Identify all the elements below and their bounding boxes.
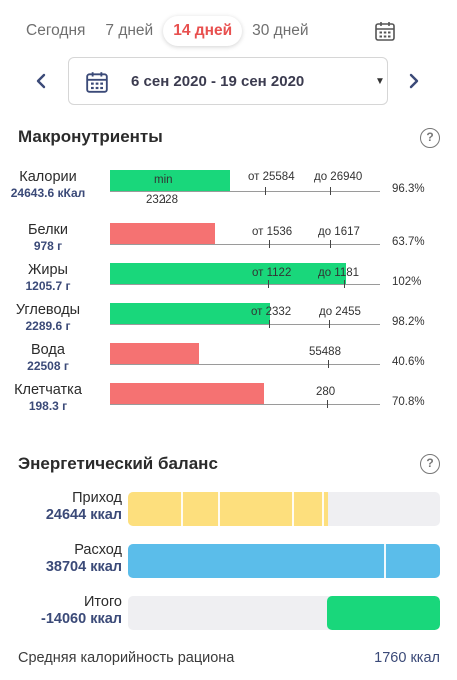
macro-percent: 40.6%: [392, 356, 425, 368]
range-max-tick: [330, 240, 331, 248]
date-range-select[interactable]: 6 сен 2020 - 19 сен 2020 ▼: [68, 57, 388, 105]
energy-segment-divider: [384, 544, 386, 578]
average-label: Средняя калорийность рациона: [18, 650, 235, 666]
macro-value: 2289.6 г: [25, 319, 71, 333]
macro-bar-label: min: [154, 174, 173, 186]
energy-value: 38704 ккал: [45, 559, 122, 575]
range-min-label: от 1536: [252, 226, 293, 238]
period-tabs: Сегодня 7 дней 14 дней 30 дней: [16, 15, 441, 47]
macro-percent: 63.7%: [392, 236, 425, 248]
chevron-left-icon[interactable]: [29, 69, 53, 93]
macro-row-calories: Калории 24643.6 кКал min от 25584 до 269…: [0, 168, 457, 208]
tab-today[interactable]: Сегодня: [26, 22, 86, 39]
energy-track: [128, 544, 440, 578]
energy-bar: [327, 596, 440, 630]
macro-track: [110, 284, 380, 285]
help-icon[interactable]: ?: [420, 454, 440, 474]
macro-percent: 102%: [392, 276, 422, 288]
macro-value: 198.3 г: [28, 399, 68, 413]
range-min-label: от 25584: [248, 171, 295, 183]
macro-name: Белки: [27, 222, 68, 238]
energy-segment-divider: [181, 492, 183, 526]
tab-30-days[interactable]: 30 дней: [252, 22, 309, 39]
energy-label: Итого: [84, 594, 122, 610]
macro-track: [110, 404, 380, 405]
macro-track: [110, 191, 380, 192]
energy-row-income: Приход 24644 ккал: [0, 490, 457, 530]
range-max-tick: [330, 187, 331, 195]
macro-name: Жиры: [28, 262, 68, 278]
macro-value: 22508 г: [27, 359, 69, 373]
macro-name: Углеводы: [15, 302, 81, 318]
norm-tick: [327, 400, 328, 408]
macro-value: 1205.7 г: [25, 279, 71, 293]
range-min-tick: [269, 320, 270, 328]
energy-segment-divider: [322, 492, 324, 526]
macro-bar: [110, 343, 199, 364]
macros-title: Макронутриенты: [18, 127, 163, 146]
range-max-label: до 1617: [318, 226, 360, 238]
tab-7-days[interactable]: 7 дней: [105, 22, 154, 39]
macro-row-carbs: Углеводы 2289.6 г от 2332 до 2455 98.2%: [0, 301, 457, 341]
macro-bar: [110, 223, 215, 244]
range-min-label: от 1122: [252, 267, 292, 279]
range-max-tick: [329, 320, 330, 328]
macro-name: Клетчатка: [14, 382, 82, 398]
actual-value-label: 23228: [146, 194, 178, 206]
macro-value: 24643.6 кКал: [10, 186, 86, 200]
energy-track: [128, 596, 440, 630]
calendar-icon: [85, 70, 109, 99]
range-max-label: до 1181: [318, 267, 360, 279]
range-max-tick: [344, 280, 345, 288]
energy-row-expense: Расход 38704 ккал: [0, 542, 457, 582]
macro-row-protein: Белки 978 г от 1536 до 1617 63.7%: [0, 221, 457, 261]
energy-track: [128, 492, 440, 526]
macro-name: Калории: [19, 169, 77, 185]
date-range-text: 6 сен 2020 - 19 сен 2020: [131, 73, 305, 90]
macro-track: [110, 244, 380, 245]
norm-label: 55488: [309, 346, 341, 358]
macro-bar: [110, 263, 346, 284]
macro-track: [110, 324, 380, 325]
range-min-tick: [268, 280, 269, 288]
average-value: 1760 ккал: [374, 650, 440, 666]
energy-segment-divider: [292, 492, 294, 526]
energy-label: Расход: [74, 542, 122, 558]
energy-value: -14060 ккал: [41, 611, 122, 627]
macro-percent: 70.8%: [392, 396, 425, 408]
energy-bar: [128, 492, 328, 526]
macro-row-water: Вода 22508 г 55488 40.6%: [0, 341, 457, 381]
macro-row-fiber: Клетчатка 198.3 г 280 70.8%: [0, 381, 457, 421]
energy-value: 24644 ккал: [45, 507, 122, 523]
help-icon[interactable]: ?: [420, 128, 440, 148]
macro-row-fat: Жиры 1205.7 г от 1122 до 1181 102%: [0, 261, 457, 301]
range-max-label: до 26940: [314, 171, 363, 183]
chevron-right-icon[interactable]: [402, 69, 426, 93]
macro-bar: [110, 170, 230, 191]
macro-value: 978 г: [33, 239, 63, 253]
range-max-label: до 2455: [319, 306, 361, 318]
energy-row-total: Итого -14060 ккал: [0, 594, 457, 634]
energy-bar: [128, 544, 440, 578]
caret-down-icon: ▼: [375, 76, 385, 87]
macro-track: [110, 364, 380, 365]
range-min-label: от 2332: [251, 306, 292, 318]
energy-label: Приход: [72, 490, 122, 506]
macro-percent: 96.3%: [392, 183, 425, 195]
tab-14-days[interactable]: 14 дней: [163, 16, 243, 46]
macro-bar: [110, 303, 270, 324]
macro-name: Вода: [31, 342, 65, 358]
date-range-row: 6 сен 2020 - 19 сен 2020 ▼: [0, 57, 457, 105]
range-min-tick: [265, 187, 266, 195]
macro-percent: 98.2%: [392, 316, 425, 328]
norm-label: 280: [316, 386, 336, 398]
energy-segment-divider: [218, 492, 220, 526]
actual-value-tick: [164, 197, 165, 203]
average-calorie-row: Средняя калорийность рациона 1760 ккал: [18, 650, 440, 670]
range-min-tick: [269, 240, 270, 248]
energy-title: Энергетический баланс: [18, 454, 218, 473]
calendar-icon[interactable]: [373, 19, 397, 43]
norm-tick: [328, 360, 329, 368]
macro-bar: [110, 383, 264, 404]
